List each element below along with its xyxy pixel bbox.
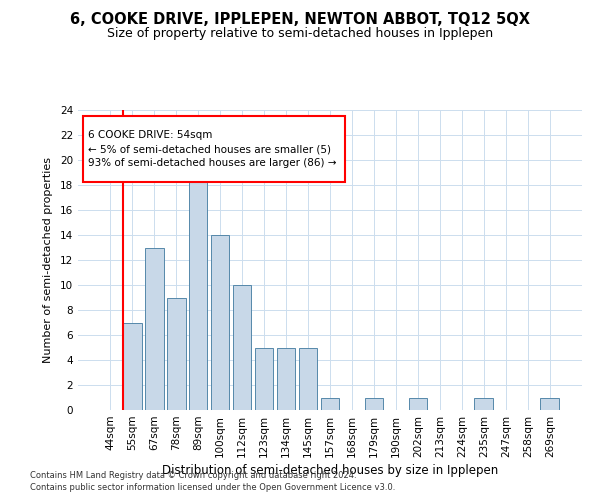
Text: Size of property relative to semi-detached houses in Ipplepen: Size of property relative to semi-detach… <box>107 28 493 40</box>
Bar <box>145 248 164 410</box>
Bar <box>167 298 185 410</box>
Bar <box>189 172 208 410</box>
Bar <box>365 398 383 410</box>
Bar <box>320 398 340 410</box>
Y-axis label: Number of semi-detached properties: Number of semi-detached properties <box>43 157 53 363</box>
Bar <box>475 398 493 410</box>
Text: 6 COOKE DRIVE: 54sqm
← 5% of semi-detached houses are smaller (5)
93% of semi-de: 6 COOKE DRIVE: 54sqm ← 5% of semi-detach… <box>88 130 337 168</box>
Text: Contains HM Land Registry data © Crown copyright and database right 2024.: Contains HM Land Registry data © Crown c… <box>30 471 356 480</box>
Bar <box>233 285 251 410</box>
Bar <box>211 235 229 410</box>
Bar <box>541 398 559 410</box>
FancyBboxPatch shape <box>83 116 345 182</box>
Bar <box>409 398 427 410</box>
Bar <box>123 322 142 410</box>
Bar <box>277 348 295 410</box>
Bar <box>299 348 317 410</box>
Bar <box>255 348 274 410</box>
Text: 6, COOKE DRIVE, IPPLEPEN, NEWTON ABBOT, TQ12 5QX: 6, COOKE DRIVE, IPPLEPEN, NEWTON ABBOT, … <box>70 12 530 28</box>
X-axis label: Distribution of semi-detached houses by size in Ipplepen: Distribution of semi-detached houses by … <box>162 464 498 477</box>
Text: Contains public sector information licensed under the Open Government Licence v3: Contains public sector information licen… <box>30 484 395 492</box>
